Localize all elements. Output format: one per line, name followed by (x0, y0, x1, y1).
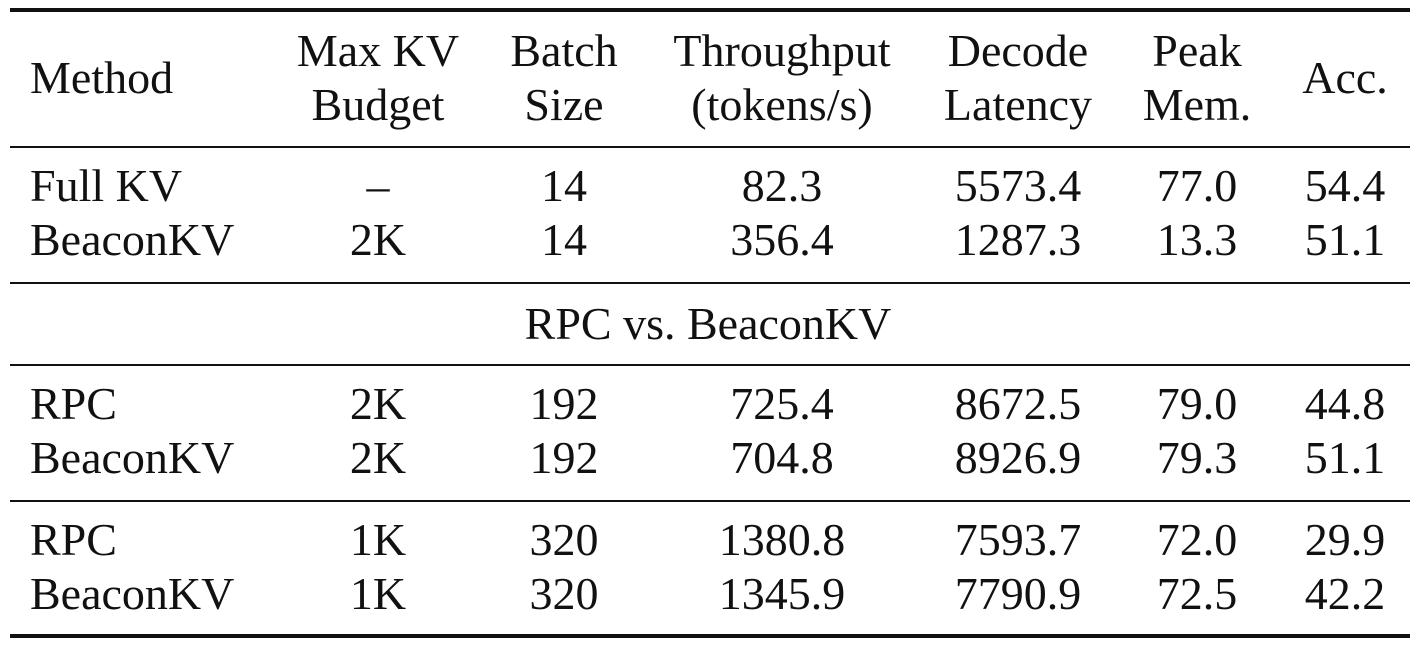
header-decode-latency: Decode Latency (944, 24, 1092, 132)
top-rule (10, 8, 1410, 12)
cell-latency: 8672.5 (954, 378, 1082, 429)
cell-accuracy: 44.8 (1304, 378, 1386, 429)
cell-budget: 1K (349, 514, 407, 565)
cell-memory: 72.5 (1156, 568, 1238, 619)
cell-accuracy: 54.4 (1304, 160, 1386, 211)
cell-memory: 72.0 (1156, 514, 1238, 565)
bottom-rule (10, 634, 1410, 638)
cell-latency: 7593.7 (954, 514, 1082, 565)
cell-method: BeaconKV (30, 568, 235, 619)
cell-throughput: 725.4 (730, 378, 834, 429)
cell-method: Full KV (30, 160, 183, 211)
cell-memory: 77.0 (1156, 160, 1238, 211)
group-rule (10, 500, 1410, 502)
cell-accuracy: 51.1 (1304, 432, 1386, 483)
cell-batch: 320 (529, 514, 599, 565)
header-throughput: Throughput (tokens/s) (673, 24, 890, 132)
header-accuracy: Acc. (1302, 52, 1388, 103)
header-memory-line2: Mem. (1142, 79, 1252, 130)
cell-accuracy: 42.2 (1304, 568, 1386, 619)
header-batch-line2: Size (524, 79, 604, 130)
cell-latency: 8926.9 (954, 432, 1082, 483)
header-memory-line1: Peak (1152, 25, 1242, 76)
cell-throughput: 356.4 (730, 214, 834, 265)
cell-batch: 14 (541, 160, 587, 211)
header-budget-line2: Budget (311, 79, 445, 130)
cell-batch: 320 (529, 568, 599, 619)
cell-latency: 7790.9 (954, 568, 1082, 619)
cell-memory: 79.0 (1156, 378, 1238, 429)
cell-method: BeaconKV (30, 214, 235, 265)
cell-method: BeaconKV (30, 432, 235, 483)
cell-latency: 1287.3 (954, 214, 1082, 265)
cell-throughput: 704.8 (730, 432, 834, 483)
header-throughput-line2: (tokens/s) (691, 79, 873, 130)
header-batch-size: Batch Size (510, 24, 617, 132)
cell-budget: 2K (349, 214, 407, 265)
cell-budget: – (366, 160, 390, 211)
header-rule (10, 146, 1410, 148)
cell-throughput: 1345.9 (718, 568, 846, 619)
cell-batch: 192 (529, 378, 599, 429)
cell-method: RPC (30, 514, 117, 565)
section-label: RPC vs. BeaconKV (524, 298, 892, 349)
section-rule-bottom (10, 364, 1410, 366)
cell-latency: 5573.4 (954, 160, 1082, 211)
header-max-kv-budget: Max KV Budget (297, 24, 459, 132)
cell-throughput: 82.3 (741, 160, 823, 211)
header-latency-line2: Latency (943, 79, 1093, 130)
cell-memory: 13.3 (1156, 214, 1238, 265)
cell-batch: 192 (529, 432, 599, 483)
cell-batch: 14 (541, 214, 587, 265)
header-throughput-line1: Throughput (673, 25, 891, 76)
cell-accuracy: 29.9 (1304, 514, 1386, 565)
header-latency-line1: Decode (947, 25, 1089, 76)
cell-method: RPC (30, 378, 117, 429)
cell-throughput: 1380.8 (718, 514, 846, 565)
cell-accuracy: 51.1 (1304, 214, 1386, 265)
cell-memory: 79.3 (1156, 432, 1238, 483)
header-budget-line1: Max KV (296, 25, 460, 76)
header-batch-line1: Batch (510, 25, 618, 76)
cell-budget: 1K (349, 568, 407, 619)
header-peak-mem: Peak Mem. (1143, 24, 1252, 132)
header-method: Method (30, 52, 174, 103)
cell-budget: 2K (349, 432, 407, 483)
cell-budget: 2K (349, 378, 407, 429)
section-rule-top (10, 282, 1410, 284)
